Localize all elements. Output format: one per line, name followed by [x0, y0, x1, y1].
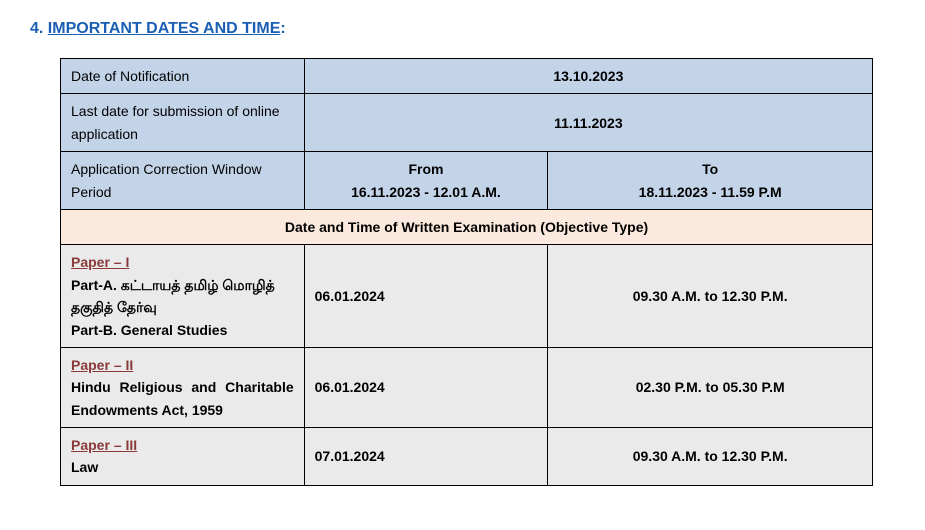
paper3-cell: Paper – III Law [61, 428, 305, 486]
exam-section-header: Date and Time of Written Examination (Ob… [61, 209, 873, 244]
correction-from-cell: From 16.11.2023 - 12.01 A.M. [304, 152, 548, 210]
paper3-time: 09.30 A.M. to 12.30 P.M. [548, 428, 873, 486]
notification-value: 13.10.2023 [304, 59, 872, 94]
paper1-time: 09.30 A.M. to 12.30 P.M. [548, 245, 873, 348]
paper3-desc: Law [71, 459, 98, 475]
paper2-date: 06.01.2024 [304, 347, 548, 427]
correction-to-label: To [702, 161, 718, 177]
heading-number: 4. [30, 20, 43, 37]
paper3-row: Paper – III Law 07.01.2024 09.30 A.M. to… [61, 428, 873, 486]
dates-table: Date of Notification 13.10.2023 Last dat… [60, 58, 873, 486]
heading-colon: : [280, 20, 285, 37]
paper3-link: Paper – III [71, 437, 137, 453]
notification-row: Date of Notification 13.10.2023 [61, 59, 873, 94]
correction-from-value: 16.11.2023 - 12.01 A.M. [351, 184, 501, 200]
notification-label: Date of Notification [61, 59, 305, 94]
exam-section-header-row: Date and Time of Written Examination (Ob… [61, 209, 873, 244]
section-heading: 4. IMPORTANT DATES AND TIME: [30, 20, 895, 38]
paper1-desc-b: Part-B. General Studies [71, 322, 227, 338]
correction-row: Application Correction Window Period Fro… [61, 152, 873, 210]
correction-from-label: From [408, 161, 443, 177]
paper1-date: 06.01.2024 [304, 245, 548, 348]
correction-to-value: 18.11.2023 - 11.59 P.M [639, 184, 782, 200]
lastdate-value: 11.11.2023 [304, 94, 872, 152]
paper2-cell: Paper – II Hindu Religious and Charitabl… [61, 347, 305, 427]
paper2-desc: Hindu Religious and Charitable Endowment… [71, 376, 294, 421]
lastdate-label: Last date for submission of online appli… [61, 94, 305, 152]
lastdate-row: Last date for submission of online appli… [61, 94, 873, 152]
paper2-row: Paper – II Hindu Religious and Charitabl… [61, 347, 873, 427]
paper1-desc-a: Part-A. கட்டாயத் தமிழ் மொழித் தகுதித் தே… [71, 277, 275, 315]
paper2-link: Paper – II [71, 357, 133, 373]
paper1-link: Paper – I [71, 254, 129, 270]
paper1-cell: Paper – I Part-A. கட்டாயத் தமிழ் மொழித் … [61, 245, 305, 348]
paper2-time: 02.30 P.M. to 05.30 P.M [548, 347, 873, 427]
paper3-date: 07.01.2024 [304, 428, 548, 486]
correction-label: Application Correction Window Period [61, 152, 305, 210]
correction-to-cell: To 18.11.2023 - 11.59 P.M [548, 152, 873, 210]
paper1-row: Paper – I Part-A. கட்டாயத் தமிழ் மொழித் … [61, 245, 873, 348]
heading-title: IMPORTANT DATES AND TIME [48, 20, 281, 37]
